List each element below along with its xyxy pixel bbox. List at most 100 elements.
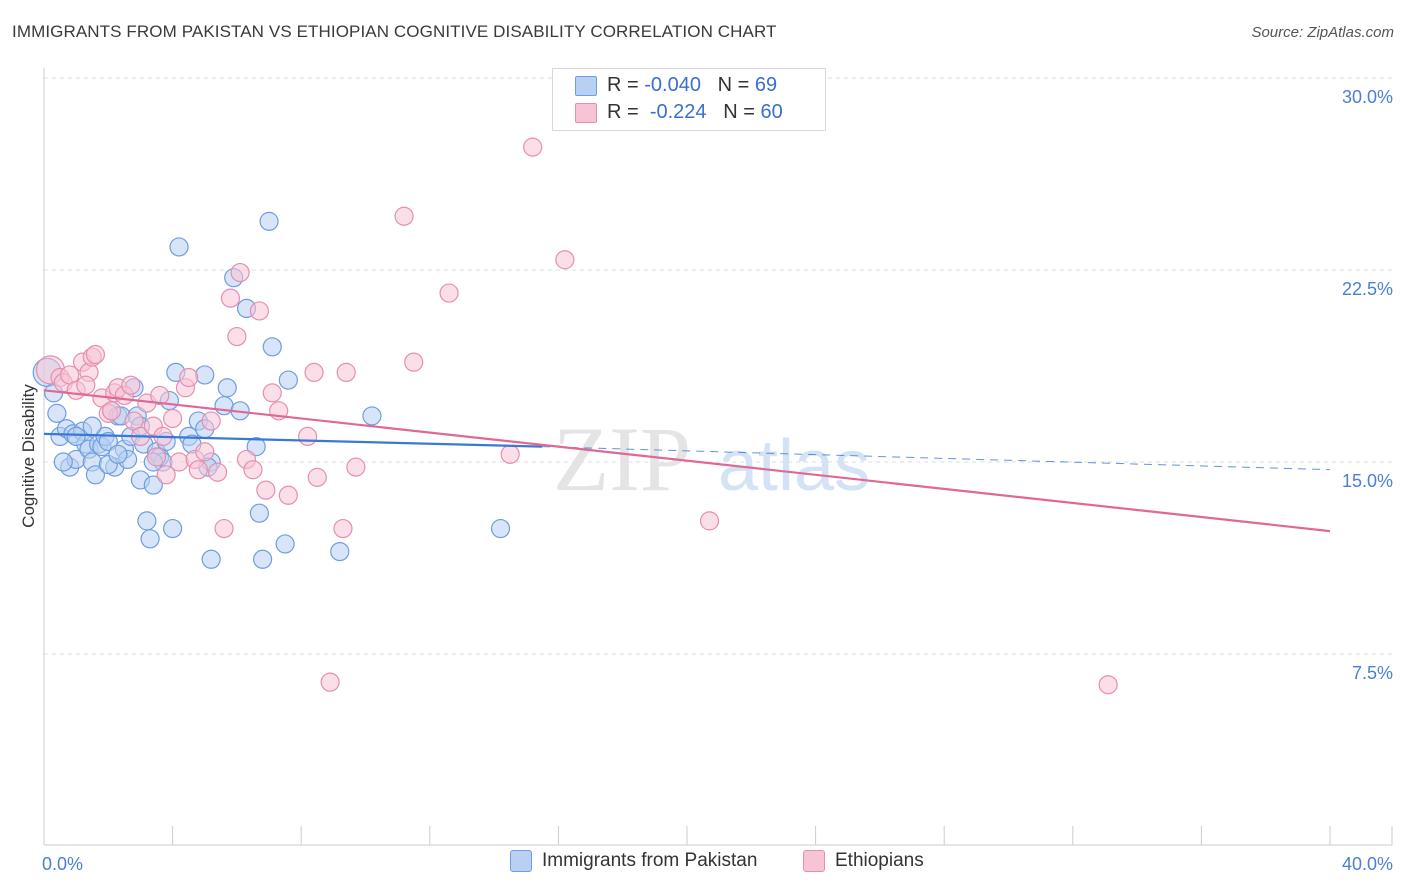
data-point	[394, 206, 414, 226]
bottom-legend-pakistan: Immigrants from Pakistan	[510, 850, 757, 872]
data-point	[500, 444, 520, 464]
data-point	[169, 452, 189, 472]
data-point	[262, 383, 282, 403]
data-point	[490, 518, 511, 539]
data-point	[253, 549, 273, 569]
data-point	[249, 301, 270, 321]
legend-n-value: 60	[760, 101, 783, 123]
data-point	[188, 460, 208, 480]
data-point	[137, 511, 157, 531]
data-point	[195, 442, 215, 462]
data-point	[230, 262, 250, 283]
trend-line-pakistan-extension	[542, 446, 1331, 471]
data-point	[163, 518, 183, 539]
data-point	[298, 426, 318, 446]
watermark: ZIP atlas	[553, 408, 870, 510]
data-point	[307, 467, 327, 487]
data-point	[98, 431, 118, 452]
gridlines	[44, 77, 1392, 655]
data-point	[146, 447, 167, 467]
legend-n-label: N =	[723, 101, 761, 123]
data-point	[85, 465, 106, 485]
data-point	[262, 337, 282, 357]
bottom-legend-swatch-ethiopians	[803, 850, 825, 872]
data-point	[275, 534, 295, 554]
data-point	[278, 485, 298, 505]
data-point	[330, 541, 350, 562]
data-point	[555, 250, 575, 270]
data-point	[439, 283, 459, 303]
data-point	[163, 408, 183, 429]
data-point	[699, 511, 720, 531]
bottom-legend-swatch-pakistan	[510, 850, 532, 872]
legend-row-ethiopians: R = -0.224 N = 60	[575, 101, 783, 127]
data-point	[256, 480, 276, 500]
legend-n-value: 69	[754, 74, 778, 96]
data-point	[243, 460, 263, 480]
trend-line-pakistan	[43, 432, 543, 448]
bottom-legend-ethiopians: Ethiopians	[803, 850, 924, 872]
trend-line-ethiopians	[43, 389, 1331, 533]
legend-swatch-ethiopians	[575, 102, 597, 123]
legend-row-pakistan: R = -0.040 N = 69	[575, 74, 777, 100]
x-tick-label: 0.0%	[42, 854, 83, 874]
legend-r-value: -0.224	[649, 101, 707, 123]
correlation-legend: R = -0.040 N = 69 R = -0.224 N = 60	[552, 68, 826, 131]
trend-lines	[43, 389, 1331, 533]
chart-source: Source: ZipAtlas.com	[1251, 24, 1394, 41]
y-tick-label: 15.0%	[1342, 471, 1393, 491]
data-point	[169, 237, 189, 257]
data-point	[140, 529, 160, 549]
data-point	[156, 465, 176, 485]
data-point	[143, 475, 163, 495]
data-point	[47, 403, 67, 423]
legend-r-label: R =	[607, 74, 645, 96]
y-tick-label: 22.5%	[1342, 279, 1393, 299]
data-point	[217, 378, 237, 398]
chart-title: IMMIGRANTS FROM PAKISTAN VS ETHIOPIAN CO…	[12, 22, 777, 41]
data-point	[346, 457, 366, 477]
data-point	[214, 518, 234, 539]
data-point	[278, 370, 298, 390]
data-point	[523, 137, 543, 157]
y-axis-label: Cognitive Disability	[19, 384, 38, 528]
data-point	[336, 362, 356, 382]
data-point	[108, 444, 128, 464]
data-point	[249, 503, 270, 523]
tick-labels: 7.5% 15.0% 22.5% 30.0% 0.0% 40.0%	[42, 87, 1393, 874]
data-point	[259, 211, 279, 231]
legend-r-value: -0.040	[644, 74, 701, 96]
legend-n-label: N =	[717, 74, 755, 96]
data-point	[150, 385, 170, 406]
data-point	[1098, 675, 1118, 695]
data-point	[201, 411, 221, 431]
data-point	[333, 518, 353, 539]
data-point	[404, 352, 424, 372]
data-point	[195, 365, 215, 385]
y-tick-label: 30.0%	[1342, 87, 1393, 107]
legend-r-label: R =	[607, 101, 645, 123]
y-tick-label: 7.5%	[1352, 663, 1393, 683]
data-point	[53, 452, 73, 472]
data-point	[101, 401, 122, 421]
axes	[43, 68, 1393, 846]
data-point	[201, 549, 221, 569]
data-point	[66, 426, 86, 446]
bottom-legend-label: Ethiopians	[835, 850, 924, 872]
data-point	[227, 326, 247, 347]
data-point	[85, 344, 106, 365]
data-point	[208, 462, 228, 482]
data-point	[362, 406, 382, 426]
data-point	[121, 375, 141, 395]
data-point	[304, 362, 324, 382]
data-point	[179, 367, 199, 388]
data-point	[246, 437, 266, 457]
legend-swatch-pakistan	[575, 75, 597, 96]
data-point	[82, 416, 102, 436]
x-tick-label: 40.0%	[1342, 854, 1393, 874]
data-point	[220, 288, 241, 308]
data-point	[320, 672, 340, 692]
data-point	[76, 375, 96, 395]
bottom-legend-label: Immigrants from Pakistan	[542, 850, 758, 872]
